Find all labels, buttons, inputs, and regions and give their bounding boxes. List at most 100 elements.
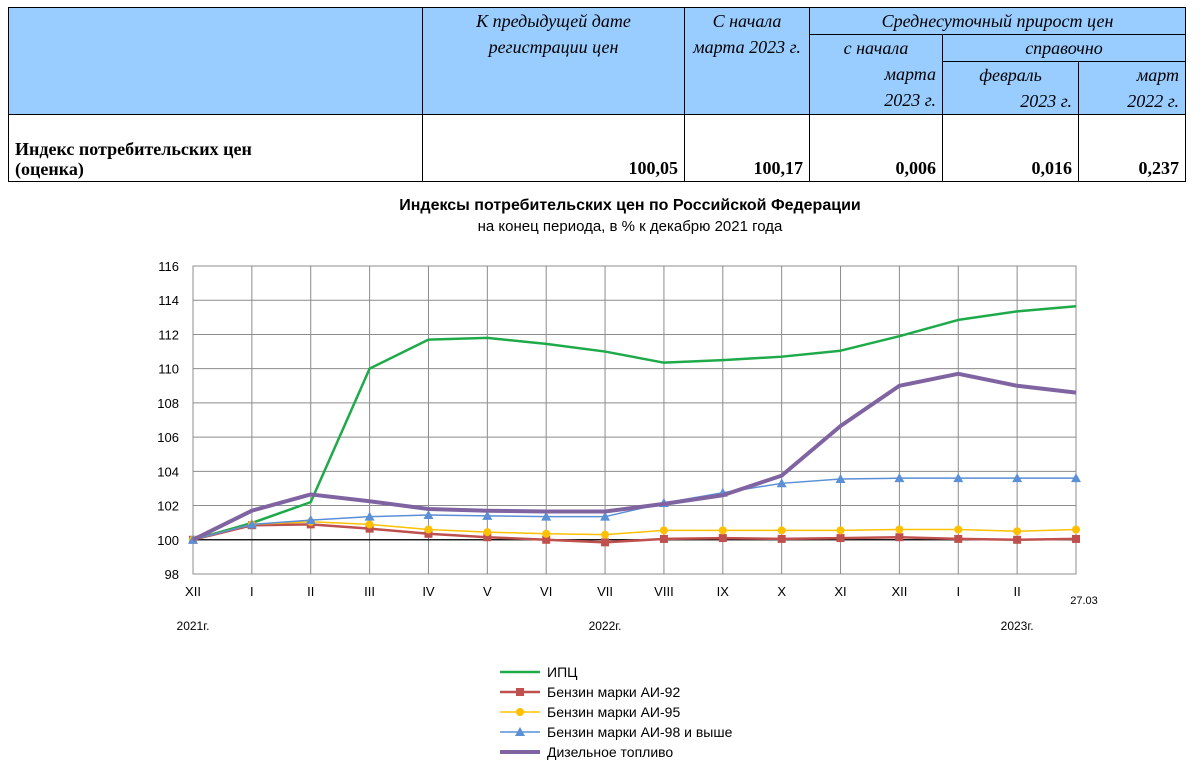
y-tick-label: 98 [165, 567, 179, 582]
x-tick-label: XII [891, 584, 907, 599]
series-line [192, 523, 1077, 544]
year-labels: 2021г. 2022г. 2023г. [177, 619, 1034, 633]
data-point [364, 511, 375, 521]
value-avg-since-march: 0,006 [809, 114, 943, 182]
y-tick-label: 102 [157, 499, 179, 514]
chart-title: Индексы потребительских цен по Российско… [399, 197, 860, 214]
data-point [516, 688, 524, 696]
series-2 [189, 520, 1080, 547]
y-tick-label: 114 [158, 293, 179, 308]
data-point [776, 478, 787, 488]
data-point [423, 509, 434, 519]
legend-label: Бензин марки АИ-95 [547, 704, 680, 720]
data-point [659, 526, 668, 535]
data-point [777, 526, 786, 535]
value-since-march: 100,17 [684, 114, 810, 182]
data-point [953, 473, 964, 483]
data-point [895, 525, 904, 534]
year-label: 2023г. [1001, 619, 1034, 633]
data-point [1072, 534, 1080, 543]
x-tick-label: XII [185, 584, 201, 599]
cpi-line-chart: Индексы потребительских цен по Российско… [157, 197, 1098, 760]
x-tick-label: VI [540, 584, 552, 599]
year-label: 2022г. [589, 619, 622, 633]
data-point [1072, 525, 1080, 534]
legend-item: Бензин марки АИ-95 [500, 704, 680, 720]
row-label: Индекс потребительских цен (оценка) [8, 114, 423, 182]
x-tick-label: III [364, 584, 375, 599]
data-point [718, 534, 727, 543]
x-tick-label: II [307, 584, 314, 599]
row-label-line2: (оценка) [15, 159, 84, 179]
year-label: 2021г. [177, 619, 210, 633]
chart-subtitle: на конец периода, в % к декабрю 2021 год… [478, 218, 783, 235]
summary-table: К предыдущей дате регистрации цен С нача… [8, 7, 1187, 182]
x-tick-label: IX [717, 584, 730, 599]
value-feb-2023: 0,016 [942, 114, 1079, 182]
legend-item: Дизельное топливо [500, 744, 673, 760]
data-point [515, 727, 525, 736]
legend-label: Бензин марки АИ-92 [547, 684, 680, 700]
legend-label: ИПЦ [547, 664, 578, 680]
header-since-march-sub: с начала марта 2023 г. [809, 34, 943, 115]
header-since-march-sub-line3: 2023 г. [884, 90, 936, 110]
series-4 [188, 473, 1081, 544]
series-line [192, 371, 1077, 542]
series-line [192, 304, 1077, 541]
data-point [777, 534, 786, 543]
series-line [192, 477, 1076, 541]
legend-label: Бензин марки АИ-98 и выше [547, 724, 733, 740]
plot-frame [192, 265, 1077, 575]
header-feb-line2: 2023 г. [1020, 91, 1072, 111]
x-tick-label: XI [834, 584, 846, 599]
header-since-march-sub-line2: марта [884, 64, 936, 84]
header-mar: март 2022 г. [1077, 61, 1187, 115]
x-tick-label: IV [422, 584, 435, 599]
x-tick-label: 27.03 [1070, 595, 1098, 607]
table-header-empty [8, 7, 423, 115]
data-point [836, 526, 845, 535]
data-point [483, 528, 492, 537]
value-mar-2022: 0,237 [1077, 114, 1187, 182]
y-tick-label: 100 [157, 533, 179, 548]
data-point [424, 525, 433, 534]
data-point [895, 533, 904, 542]
x-tick-label: V [483, 584, 492, 599]
series-3 [189, 517, 1080, 544]
data-point [246, 519, 257, 529]
data-point [541, 511, 552, 521]
data-point [659, 534, 668, 543]
header-prev-date: К предыдущей дате регистрации цен [422, 7, 685, 115]
data-point [954, 525, 963, 534]
chart-series [188, 304, 1081, 547]
data-point [482, 510, 493, 520]
data-point [483, 533, 492, 542]
header-feb-line1: февраль [979, 65, 1042, 85]
chart-legend: ИПЦ Бензин марки АИ-92 Бензин марки АИ-95 Б… [500, 664, 733, 760]
data-point [835, 474, 846, 484]
data-point [718, 526, 727, 535]
header-avg-daily: Среднесуточный прирост цен [808, 7, 1187, 35]
legend-item: ИПЦ [500, 664, 578, 680]
data-point [600, 511, 611, 521]
y-tick-label: 108 [157, 396, 179, 411]
data-point [601, 530, 610, 539]
value-prev-date: 100,05 [422, 114, 685, 182]
x-tick-label: I [956, 584, 960, 599]
y-tick-label: 112 [158, 327, 179, 342]
x-tick-label: II [1014, 584, 1021, 599]
y-tick-label: 106 [157, 430, 179, 445]
y-tick-label: 104 [157, 464, 179, 479]
data-point [954, 534, 963, 543]
data-point [365, 524, 374, 533]
data-point [1013, 535, 1022, 544]
series-line [192, 521, 1077, 541]
header-mar-line2: 2022 г. [1127, 91, 1180, 111]
row-label-line1: Индекс потребительских цен [15, 139, 252, 159]
x-tick-label: VIII [654, 584, 674, 599]
series-5 [192, 371, 1077, 542]
data-point [894, 473, 905, 483]
x-tick-label: I [250, 584, 254, 599]
legend-item: Бензин марки АИ-92 [500, 684, 680, 700]
